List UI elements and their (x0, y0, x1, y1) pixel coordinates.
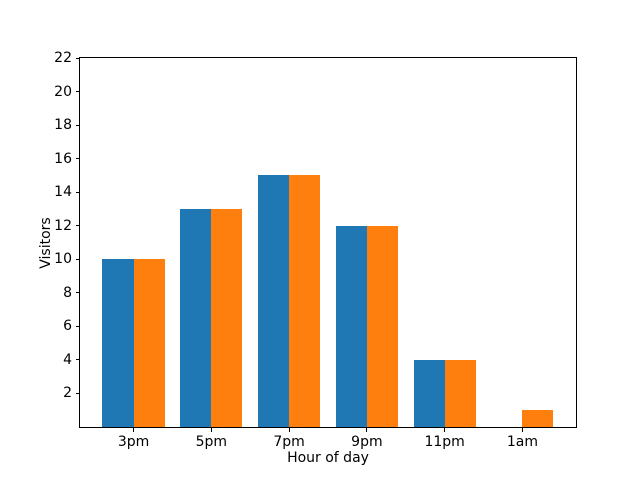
y-tick-mark (76, 225, 80, 227)
bar-blue-series-7pm (258, 175, 290, 427)
y-tick-label: 18 (54, 117, 72, 134)
y-tick-label: 6 (63, 318, 72, 335)
y-tick-label: 12 (54, 217, 72, 234)
bar-blue-series-3pm (102, 259, 134, 427)
bar-orange-series-7pm (289, 175, 321, 427)
y-tick-label: 14 (54, 184, 72, 201)
bar-blue-series-11pm (413, 359, 445, 427)
y-tick-mark (76, 191, 80, 193)
y-axis-label: Visitors (38, 217, 54, 269)
y-tick-label: 10 (54, 251, 72, 268)
x-tick-mark (366, 428, 368, 432)
bar-orange-series-3pm (133, 259, 165, 427)
bar-orange-series-1am (522, 410, 554, 427)
x-tick-label: 9pm (351, 434, 383, 450)
x-tick-label: 3pm (117, 434, 150, 450)
y-tick-label: 20 (54, 83, 72, 100)
y-tick-mark (76, 91, 80, 93)
x-tick-mark (133, 428, 135, 432)
bar-orange-series-11pm (444, 359, 476, 427)
bar-blue-series-5pm (180, 208, 212, 427)
y-tick-mark (76, 325, 80, 327)
x-axis-label: Hour of day (287, 450, 369, 466)
y-tick-mark (76, 392, 80, 394)
bar-orange-series-5pm (211, 208, 243, 427)
x-tick-mark (210, 428, 212, 432)
bar-orange-series-9pm (366, 225, 398, 427)
x-tick-label: 7pm (273, 434, 305, 450)
y-tick-label: 8 (63, 284, 72, 301)
x-tick-mark (288, 428, 290, 432)
bar-blue-series-9pm (335, 225, 367, 427)
y-tick-mark (76, 57, 80, 59)
x-tick-mark (444, 428, 446, 432)
x-tick-label: 5pm (195, 434, 228, 450)
y-tick-label: 16 (54, 150, 72, 167)
y-tick-label: 4 (63, 351, 72, 368)
y-tick-mark (76, 124, 80, 126)
y-tick-label: 22 (54, 50, 72, 66)
y-tick-mark (76, 292, 80, 294)
y-tick-mark (76, 359, 80, 361)
x-tick-mark (521, 428, 523, 432)
y-tick-mark (76, 258, 80, 260)
x-tick-label: 11pm (424, 434, 465, 450)
plot-area (79, 57, 577, 428)
y-tick-label: 2 (63, 385, 72, 402)
x-tick-label: 1am (506, 434, 538, 450)
y-tick-mark (76, 158, 80, 160)
